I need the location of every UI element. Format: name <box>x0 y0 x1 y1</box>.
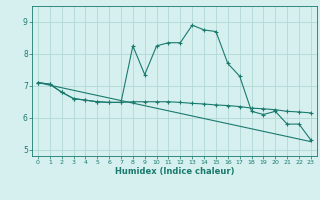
X-axis label: Humidex (Indice chaleur): Humidex (Indice chaleur) <box>115 167 234 176</box>
